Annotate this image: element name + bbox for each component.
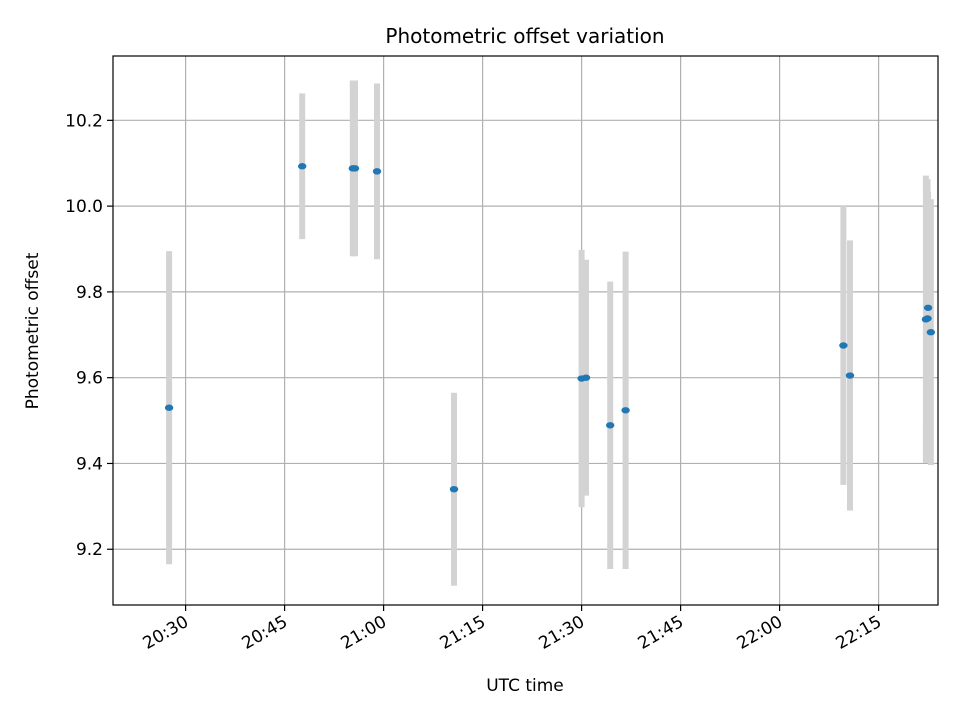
y-tick-label: 9.8 (76, 283, 103, 303)
x-axis-ticks: 20:30 20:45 21:00 21:15 21:30 21:45 22:00 22:15 (140, 605, 885, 654)
data-point (923, 315, 932, 322)
y-axis-ticks: 9.2 9.4 9.6 9.8 10.0 10.2 (65, 111, 113, 560)
y-tick-label: 9.4 (76, 454, 103, 474)
x-tick-label: 21:30 (536, 612, 588, 654)
grid-lines (113, 56, 938, 605)
data-point (581, 374, 591, 381)
x-tick-label: 21:00 (338, 612, 390, 654)
x-tick-label: 21:15 (437, 612, 489, 654)
x-tick-label: 21:45 (635, 612, 687, 654)
data-point (839, 342, 848, 349)
data-point (298, 163, 307, 170)
plot-frame (112, 55, 939, 606)
x-tick-label: 20:30 (140, 612, 192, 654)
y-axis-label: Photometric offset (23, 252, 43, 409)
x-axis-label: UTC time (486, 676, 564, 696)
error-bars (166, 80, 934, 586)
data-point (923, 304, 933, 311)
data-point (449, 485, 459, 493)
chart-title: Photometric offset variation (385, 24, 664, 48)
x-tick-label: 20:45 (239, 612, 291, 654)
data-points (164, 163, 936, 493)
data-point (606, 422, 615, 429)
y-tick-label: 10.2 (65, 111, 103, 131)
data-point (372, 168, 382, 175)
x-tick-label: 22:00 (734, 612, 786, 654)
y-tick-label: 9.6 (76, 369, 103, 389)
data-point (621, 407, 630, 414)
y-tick-label: 9.2 (76, 540, 103, 560)
data-point (164, 404, 174, 411)
data-point (350, 165, 360, 172)
data-point (845, 372, 855, 379)
y-tick-label: 10.0 (65, 197, 103, 217)
x-tick-label: 22:15 (833, 612, 885, 654)
data-point (926, 329, 936, 336)
